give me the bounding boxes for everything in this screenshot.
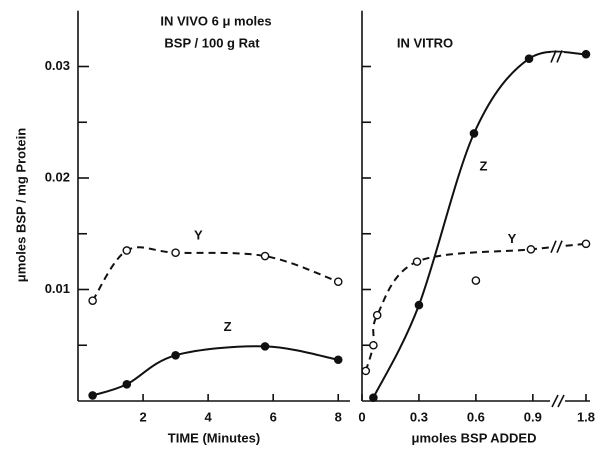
- curve-label: Z: [224, 319, 232, 334]
- x-tick-label: 1.8: [577, 409, 595, 424]
- y-tick-label: 0.03: [45, 58, 70, 73]
- y-tick-label: 0.01: [45, 281, 70, 296]
- point: [469, 129, 479, 138]
- point: [171, 350, 180, 360]
- chart-title: IN VITRO: [397, 35, 453, 50]
- point: [372, 310, 382, 320]
- point: [414, 300, 424, 310]
- line-break: [550, 240, 557, 253]
- axis-break: [551, 394, 559, 408]
- curve-label: Y: [508, 231, 517, 246]
- point: [333, 355, 343, 365]
- point: [581, 239, 591, 249]
- point: [524, 54, 534, 63]
- point: [369, 340, 378, 350]
- x-tick-label: 0: [358, 409, 365, 424]
- x-tick-label: 0.3: [410, 409, 428, 424]
- point: [122, 246, 132, 255]
- series-line: [91, 246, 339, 302]
- line-break-gap: [551, 52, 565, 61]
- x-tick-label: 0.9: [524, 409, 542, 424]
- line-break-gap: [551, 242, 565, 251]
- title-line: BSP / 100 g Rat: [164, 35, 260, 50]
- line-break: [556, 240, 563, 253]
- curve-label: Z: [480, 158, 488, 173]
- point: [122, 379, 132, 389]
- line-break: [556, 50, 563, 63]
- point: [333, 277, 343, 286]
- point: [88, 296, 97, 305]
- point: [88, 391, 97, 400]
- point: [581, 49, 591, 59]
- curve-label: Y: [194, 227, 203, 242]
- x-tick-label: 6: [270, 409, 277, 424]
- x-axis-label: TIME (Minutes): [168, 430, 260, 445]
- y-tick-label: 0.02: [45, 169, 70, 184]
- point: [471, 276, 481, 285]
- point: [369, 393, 378, 402]
- point: [412, 257, 422, 266]
- point: [260, 342, 270, 351]
- series-line: [372, 50, 587, 399]
- x-tick-label: 8: [335, 409, 342, 424]
- axis-break: [557, 394, 565, 408]
- y-axis-label: μmoles BSP / mg Protein: [13, 128, 28, 282]
- point: [171, 248, 180, 258]
- x-axis-label: μmoles BSP ADDED: [412, 430, 537, 445]
- x-tick-label: 4: [205, 409, 213, 424]
- point: [361, 366, 371, 376]
- x-tick-label: 0.6: [467, 409, 485, 424]
- line-break: [550, 50, 557, 63]
- x-tick-label: 2: [139, 409, 146, 424]
- series-line: [92, 345, 339, 397]
- title-line: IN VIVO 6 μ moles: [160, 13, 271, 28]
- point: [526, 245, 536, 254]
- point: [260, 251, 270, 261]
